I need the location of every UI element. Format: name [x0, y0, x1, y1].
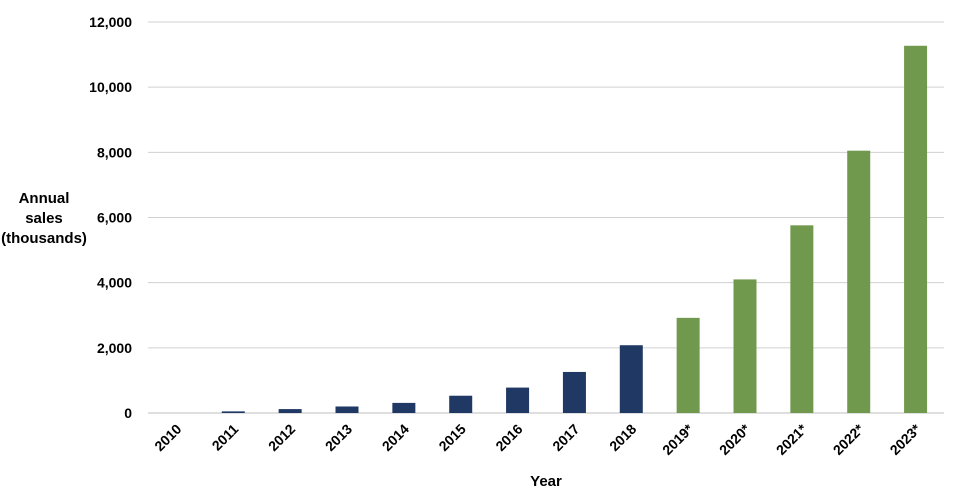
y-tick-label: 6,000	[97, 210, 132, 226]
y-tick-label: 4,000	[97, 275, 132, 291]
y-axis-title-line: sales	[25, 210, 63, 227]
y-tick-label: 0	[124, 405, 132, 421]
y-tick-label: 10,000	[89, 79, 132, 95]
bar-2023-projected	[904, 45, 928, 414]
y-axis-title: Annual sales (thousands)	[1, 190, 87, 247]
bar-2022-projected	[847, 150, 871, 413]
gridlines	[148, 21, 944, 414]
bars	[221, 45, 928, 414]
x-tick-label: 2015	[435, 421, 468, 454]
bar-2013	[335, 406, 359, 413]
x-tick-label: 2013	[322, 421, 355, 454]
y-axis-title-line: (thousands)	[1, 230, 87, 247]
bar-2020-projected	[733, 279, 757, 413]
y-tick-label: 2,000	[97, 340, 132, 356]
bar-2017	[562, 371, 586, 413]
x-tick-label: 2017	[549, 421, 582, 454]
x-tick-label: 2016	[492, 421, 525, 454]
bar-2015	[449, 395, 473, 413]
x-tick-label: 2011	[209, 421, 242, 454]
x-tick-label: 2014	[379, 421, 412, 454]
x-tick-labels: 2010 2011 2012 2013 2014 2015 2016 2017 2018 2019…	[151, 420, 924, 458]
bar-2018	[619, 345, 643, 413]
x-tick-label: 2021*	[773, 420, 811, 458]
x-tick-label: 2018	[606, 421, 639, 454]
y-tick-label: 8,000	[97, 144, 132, 160]
bar-2012	[278, 409, 302, 413]
x-tick-label: 2023*	[887, 420, 925, 458]
x-tick-label: 2012	[265, 421, 298, 454]
bar-2014	[392, 402, 416, 413]
bar-2019-projected	[676, 317, 700, 413]
x-tick-label: 2019*	[659, 420, 697, 458]
bar-2021-projected	[790, 225, 814, 413]
x-axis-title: Year	[530, 473, 562, 490]
bar-2011	[221, 411, 245, 413]
y-tick-label: 12,000	[89, 14, 132, 30]
y-axis-title-line: Annual	[19, 190, 70, 207]
x-tick-label: 2020*	[716, 420, 754, 458]
x-tick-label: 2022*	[830, 420, 868, 458]
x-tick-label: 2010	[151, 421, 184, 454]
y-tick-labels: 0 2,000 4,000 6,000 8,000 10,000 12,000	[89, 14, 132, 421]
bar-2016	[506, 387, 530, 413]
